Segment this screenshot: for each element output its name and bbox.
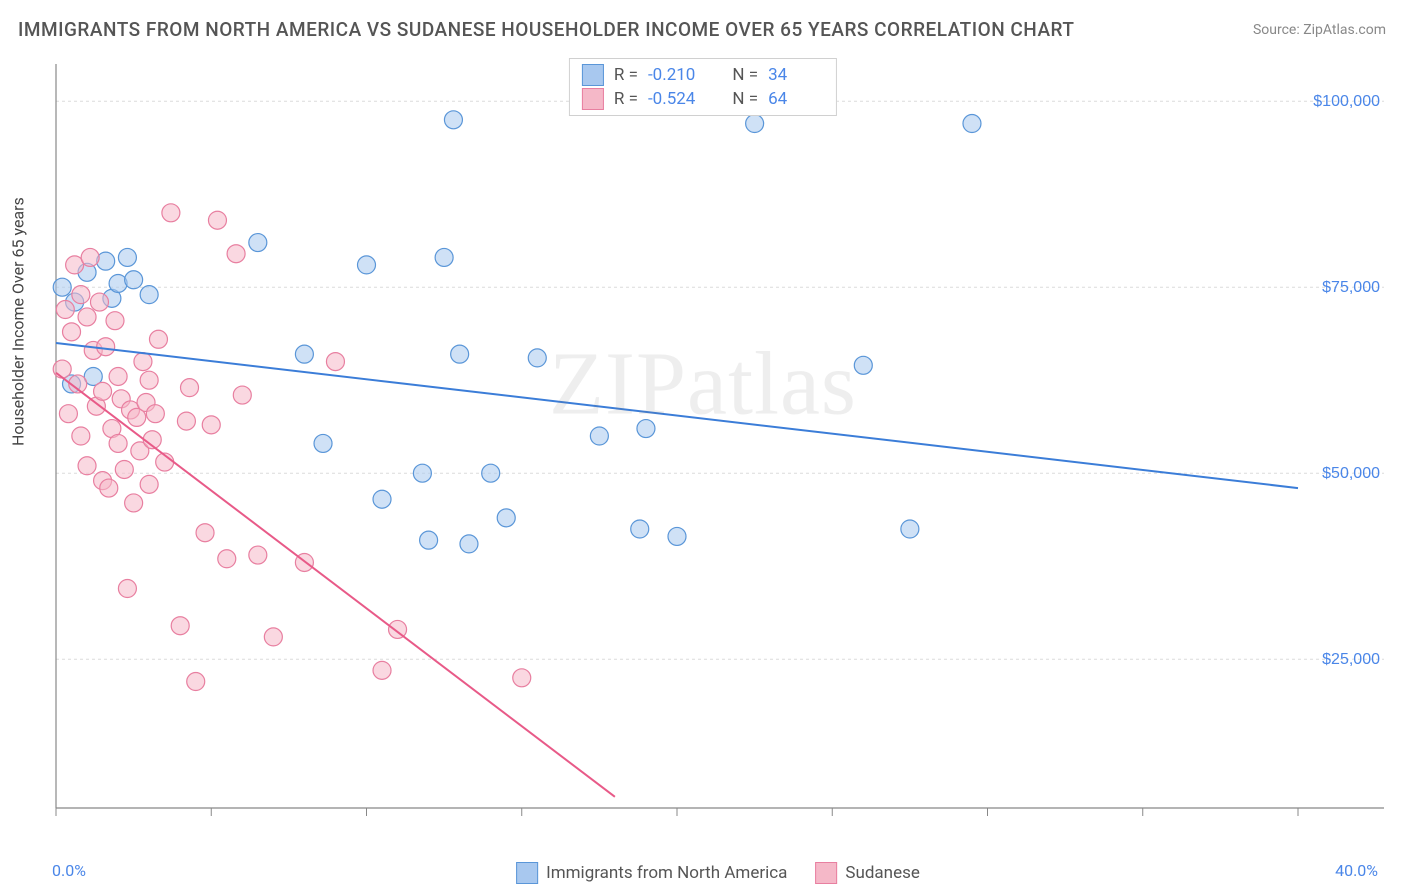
legend-swatch bbox=[516, 862, 538, 884]
legend-swatch bbox=[815, 862, 837, 884]
svg-text:$75,000: $75,000 bbox=[1322, 279, 1380, 296]
legend-row: R = -0.524 N = 64 bbox=[582, 87, 824, 111]
legend-label: Immigrants from North America bbox=[546, 863, 787, 883]
x-tick-max: 40.0% bbox=[1335, 861, 1378, 880]
r-label: R = bbox=[614, 65, 638, 85]
svg-text:$25,000: $25,000 bbox=[1322, 651, 1380, 668]
r-value: -0.210 bbox=[648, 65, 704, 85]
n-value: 64 bbox=[768, 89, 824, 109]
legend-item: Immigrants from North America bbox=[516, 862, 787, 884]
legend-label: Sudanese bbox=[845, 863, 920, 883]
y-axis-label: Householder Income Over 65 years bbox=[9, 197, 28, 446]
legend-swatch bbox=[582, 88, 604, 110]
r-label: R = bbox=[614, 89, 638, 109]
n-label: N = bbox=[732, 65, 758, 85]
series-legend: Immigrants from North America Sudanese bbox=[516, 862, 920, 884]
chart-source: Source: ZipAtlas.com bbox=[1253, 22, 1386, 38]
x-tick-min: 0.0% bbox=[52, 861, 86, 880]
svg-text:$50,000: $50,000 bbox=[1322, 465, 1380, 482]
correlation-legend: R = -0.210 N = 34 R = -0.524 N = 64 bbox=[569, 58, 837, 116]
n-label: N = bbox=[732, 89, 758, 109]
legend-item: Sudanese bbox=[815, 862, 920, 884]
legend-swatch bbox=[582, 64, 604, 86]
plot-area: $25,000 $50,000 $75,000 $100,000 bbox=[48, 58, 1388, 836]
n-value: 34 bbox=[768, 65, 824, 85]
legend-row: R = -0.210 N = 34 bbox=[582, 63, 824, 87]
r-value: -0.524 bbox=[648, 89, 704, 109]
svg-text:$100,000: $100,000 bbox=[1313, 93, 1380, 110]
chart-title: IMMIGRANTS FROM NORTH AMERICA VS SUDANES… bbox=[18, 18, 1074, 41]
x-axis-row: 0.0% Immigrants from North America Sudane… bbox=[48, 856, 1388, 886]
scatter-chart: $25,000 $50,000 $75,000 $100,000 bbox=[48, 58, 1388, 836]
